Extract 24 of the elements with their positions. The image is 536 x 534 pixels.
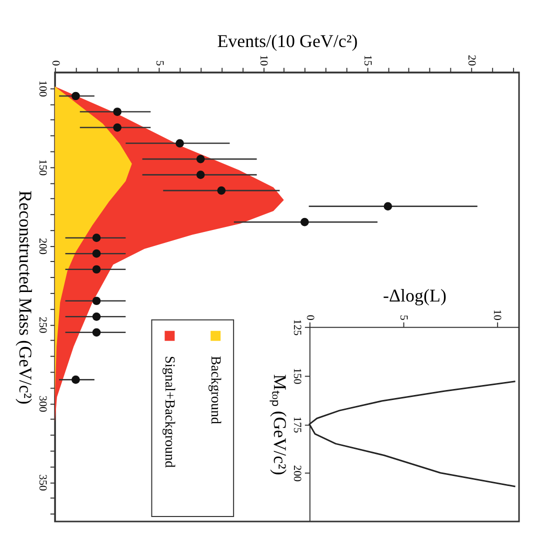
y-axis-title: Reconstructed Mass (GeV/c²): [15, 190, 36, 404]
x-tick-label: 0: [49, 60, 62, 66]
x-tick-label: 20: [466, 54, 478, 66]
y-tick-label: 175: [290, 416, 303, 434]
x-tick-label: 0: [304, 314, 316, 321]
y-tick-label: 250: [36, 316, 48, 334]
y-tick-label: 150: [36, 159, 48, 176]
y-tick-label: 200: [36, 238, 48, 255]
y-tick-label: 350: [36, 474, 48, 492]
y-tick-label: 300: [36, 396, 48, 413]
x-axis-title: -Δlog(L): [383, 285, 446, 306]
x-axis-title: Events/(10 GeV/c²): [217, 30, 358, 51]
x-tick-label: 10: [258, 54, 270, 66]
y-axis-title: Mₜₒₚ (GeV/c²): [268, 374, 290, 476]
legend-label: Signal+Background: [162, 356, 177, 468]
x-tick-label: 5: [398, 314, 410, 321]
x-tick-label: 5: [153, 60, 166, 66]
y-tick-label: 150: [290, 368, 303, 385]
legend-label: Background: [208, 356, 223, 424]
y-tick-label: 200: [290, 465, 303, 482]
x-tick-label: 10: [491, 309, 504, 321]
y-tick-label: 125: [290, 319, 303, 336]
x-tick-label: 15: [362, 54, 374, 66]
y-tick-label: 100: [36, 80, 48, 98]
